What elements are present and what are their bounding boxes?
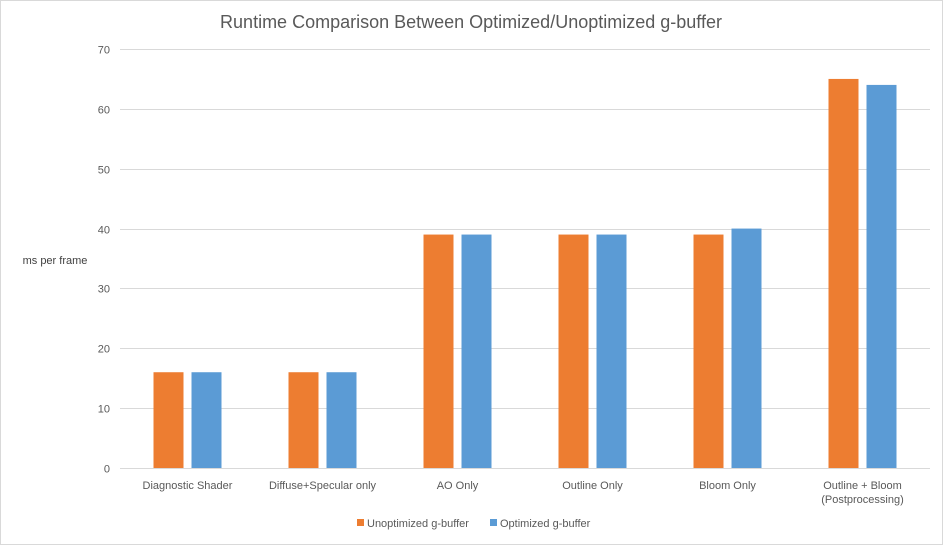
- y-tick-label: 70: [98, 45, 110, 57]
- bars: [153, 78, 897, 469]
- x-tick-label: Outline Only: [562, 480, 623, 492]
- bar: [558, 234, 589, 468]
- bar: [596, 234, 627, 468]
- legend-swatch: [357, 519, 364, 526]
- legend-swatch: [490, 519, 497, 526]
- x-tick-label: AO Only: [437, 480, 479, 492]
- legend-label: Unoptimized g-buffer: [367, 518, 469, 530]
- legend-label: Optimized g-buffer: [500, 518, 591, 530]
- bar: [423, 234, 454, 468]
- bar: [866, 84, 897, 469]
- chart-title: Runtime Comparison Between Optimized/Uno…: [220, 12, 722, 32]
- y-tick-label: 0: [104, 464, 110, 476]
- bar: [461, 234, 492, 468]
- bar: [191, 372, 222, 468]
- y-tick-label: 10: [98, 404, 110, 416]
- x-tick-label: Outline + Bloom: [823, 480, 902, 492]
- y-tick-labels: 0 10 20 30 40 50 60 70: [98, 45, 110, 476]
- x-tick-label: Diffuse+Specular only: [269, 480, 377, 492]
- y-axis-label: ms per frame: [23, 255, 88, 267]
- x-tick-label: Bloom Only: [699, 480, 756, 492]
- bar: [288, 372, 319, 468]
- legend: Unoptimized g-buffer Optimized g-buffer: [357, 518, 591, 530]
- x-tick-label: (Postprocessing): [821, 494, 904, 506]
- bar: [153, 372, 184, 468]
- bar: [731, 228, 762, 468]
- gridlines: [120, 49, 930, 469]
- bar: [326, 372, 357, 468]
- bar: [693, 234, 724, 468]
- category-labels: Diagnostic Shader Diffuse+Specular only AO…: [143, 480, 904, 506]
- y-tick-label: 60: [98, 105, 110, 117]
- bar: [828, 78, 859, 468]
- y-tick-label: 30: [98, 284, 110, 296]
- x-tick-label: Diagnostic Shader: [143, 480, 233, 492]
- y-tick-label: 40: [98, 225, 110, 237]
- y-tick-label: 50: [98, 165, 110, 177]
- y-tick-label: 20: [98, 344, 110, 356]
